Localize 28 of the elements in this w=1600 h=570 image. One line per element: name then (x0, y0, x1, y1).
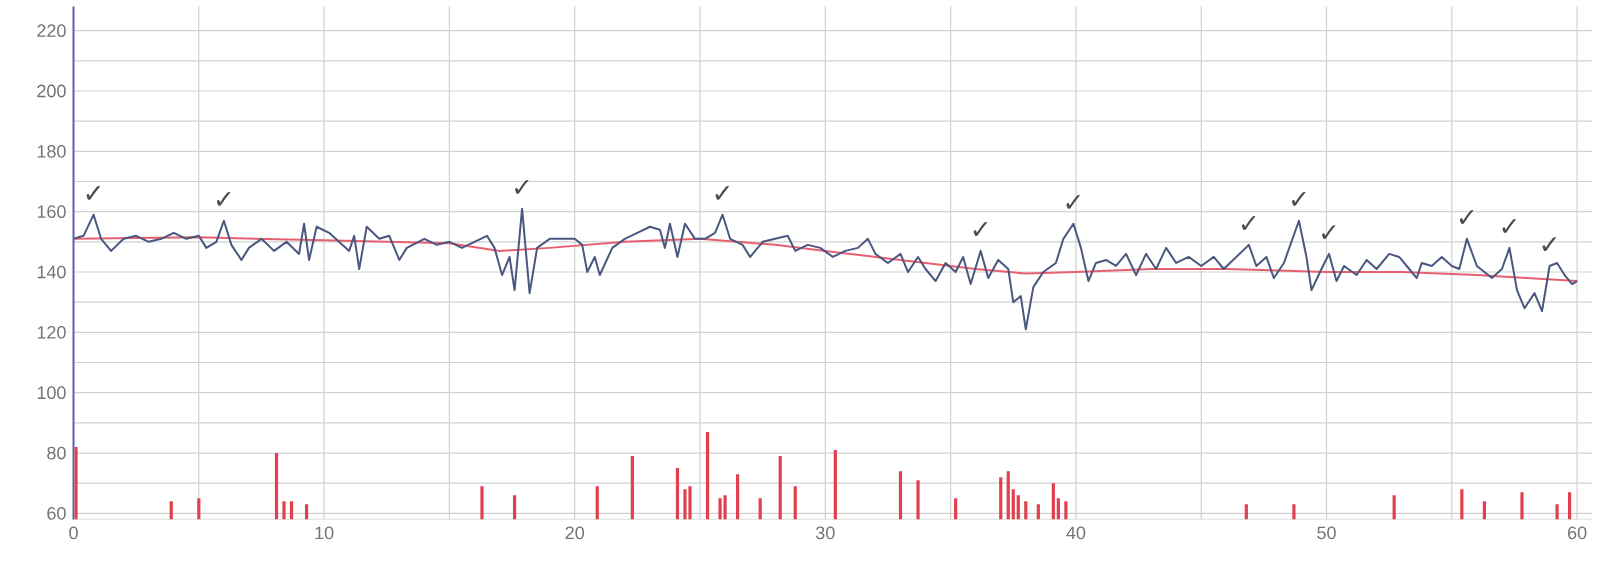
annotation: ✓ (1322, 225, 1336, 239)
y-tick-label: 80 (47, 446, 66, 460)
annotation: ✓ (715, 185, 730, 200)
y-tick-label: 140 (37, 265, 66, 279)
x-tick-label: 20 (565, 526, 585, 540)
annotation: ✓ (1241, 216, 1256, 230)
annotation: ✓ (1502, 219, 1516, 233)
x-tick-label: 30 (815, 526, 835, 540)
x-tick-label: 40 (1066, 526, 1086, 540)
annotation: ✓ (86, 185, 101, 200)
x-tick-label: 10 (315, 526, 334, 540)
x-tick-label: 0 (69, 526, 78, 540)
y-tick-label: 160 (37, 205, 66, 219)
y-tick-label: 120 (37, 325, 66, 339)
y-tick-label: 60 (47, 506, 66, 520)
y-tick-label: 200 (37, 84, 66, 98)
annotation: ✓ (216, 191, 231, 206)
x-tick-label: 50 (1317, 526, 1336, 540)
annotation: ✓ (1066, 194, 1080, 209)
annotation: ✓ (515, 179, 529, 194)
annotation: ✓ (1291, 191, 1306, 206)
y-tick-label: 100 (37, 386, 66, 400)
y-tick-label: 180 (37, 144, 66, 158)
annotation: ✓ (973, 222, 988, 236)
y-tick-label: 220 (37, 24, 66, 38)
annotation: ✓ (1459, 210, 1474, 224)
annotation: ✓ (1542, 237, 1556, 252)
x-tick-label: 60 (1568, 526, 1587, 540)
